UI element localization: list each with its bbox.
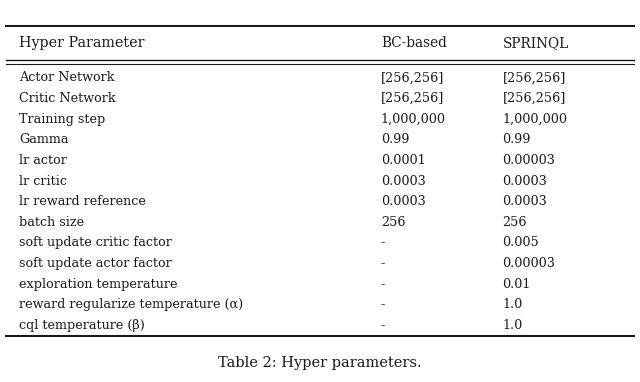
Text: lr actor: lr actor — [19, 154, 67, 167]
Text: 256: 256 — [381, 216, 405, 229]
Text: 1,000,000: 1,000,000 — [502, 113, 568, 126]
Text: [256,256]: [256,256] — [502, 71, 566, 84]
Text: soft update actor factor: soft update actor factor — [19, 257, 172, 270]
Text: -: - — [381, 236, 385, 249]
Text: [256,256]: [256,256] — [381, 71, 444, 84]
Text: Critic Network: Critic Network — [19, 92, 116, 105]
Text: Training step: Training step — [19, 113, 106, 126]
Text: lr critic: lr critic — [19, 175, 67, 188]
Text: 0.005: 0.005 — [502, 236, 539, 249]
Text: 1.0: 1.0 — [502, 298, 523, 311]
Text: Table 2: Hyper parameters.: Table 2: Hyper parameters. — [218, 356, 422, 370]
Text: 0.99: 0.99 — [502, 133, 531, 146]
Text: SPRINQL: SPRINQL — [502, 36, 569, 50]
Text: 0.0001: 0.0001 — [381, 154, 426, 167]
Text: batch size: batch size — [19, 216, 84, 229]
Text: -: - — [381, 278, 385, 291]
Text: 1.0: 1.0 — [502, 319, 523, 332]
Text: soft update critic factor: soft update critic factor — [19, 236, 172, 249]
Text: BC-based: BC-based — [381, 36, 447, 50]
Text: -: - — [381, 319, 385, 332]
Text: exploration temperature: exploration temperature — [19, 278, 178, 291]
Text: -: - — [381, 298, 385, 311]
Text: -: - — [381, 257, 385, 270]
Text: 0.01: 0.01 — [502, 278, 531, 291]
Text: 0.0003: 0.0003 — [381, 175, 426, 188]
Text: Hyper Parameter: Hyper Parameter — [19, 36, 145, 50]
Text: 0.99: 0.99 — [381, 133, 410, 146]
Text: 0.0003: 0.0003 — [502, 175, 547, 188]
Text: cql temperature (β): cql temperature (β) — [19, 319, 145, 332]
Text: 1,000,000: 1,000,000 — [381, 113, 446, 126]
Text: 0.00003: 0.00003 — [502, 257, 556, 270]
Text: reward regularize temperature (α): reward regularize temperature (α) — [19, 298, 243, 311]
Text: 0.00003: 0.00003 — [502, 154, 556, 167]
Text: Actor Network: Actor Network — [19, 71, 115, 84]
Text: [256,256]: [256,256] — [502, 92, 566, 105]
Text: 0.0003: 0.0003 — [502, 195, 547, 208]
Text: 256: 256 — [502, 216, 527, 229]
Text: 0.0003: 0.0003 — [381, 195, 426, 208]
Text: [256,256]: [256,256] — [381, 92, 444, 105]
Text: lr reward reference: lr reward reference — [19, 195, 146, 208]
Text: Gamma: Gamma — [19, 133, 68, 146]
